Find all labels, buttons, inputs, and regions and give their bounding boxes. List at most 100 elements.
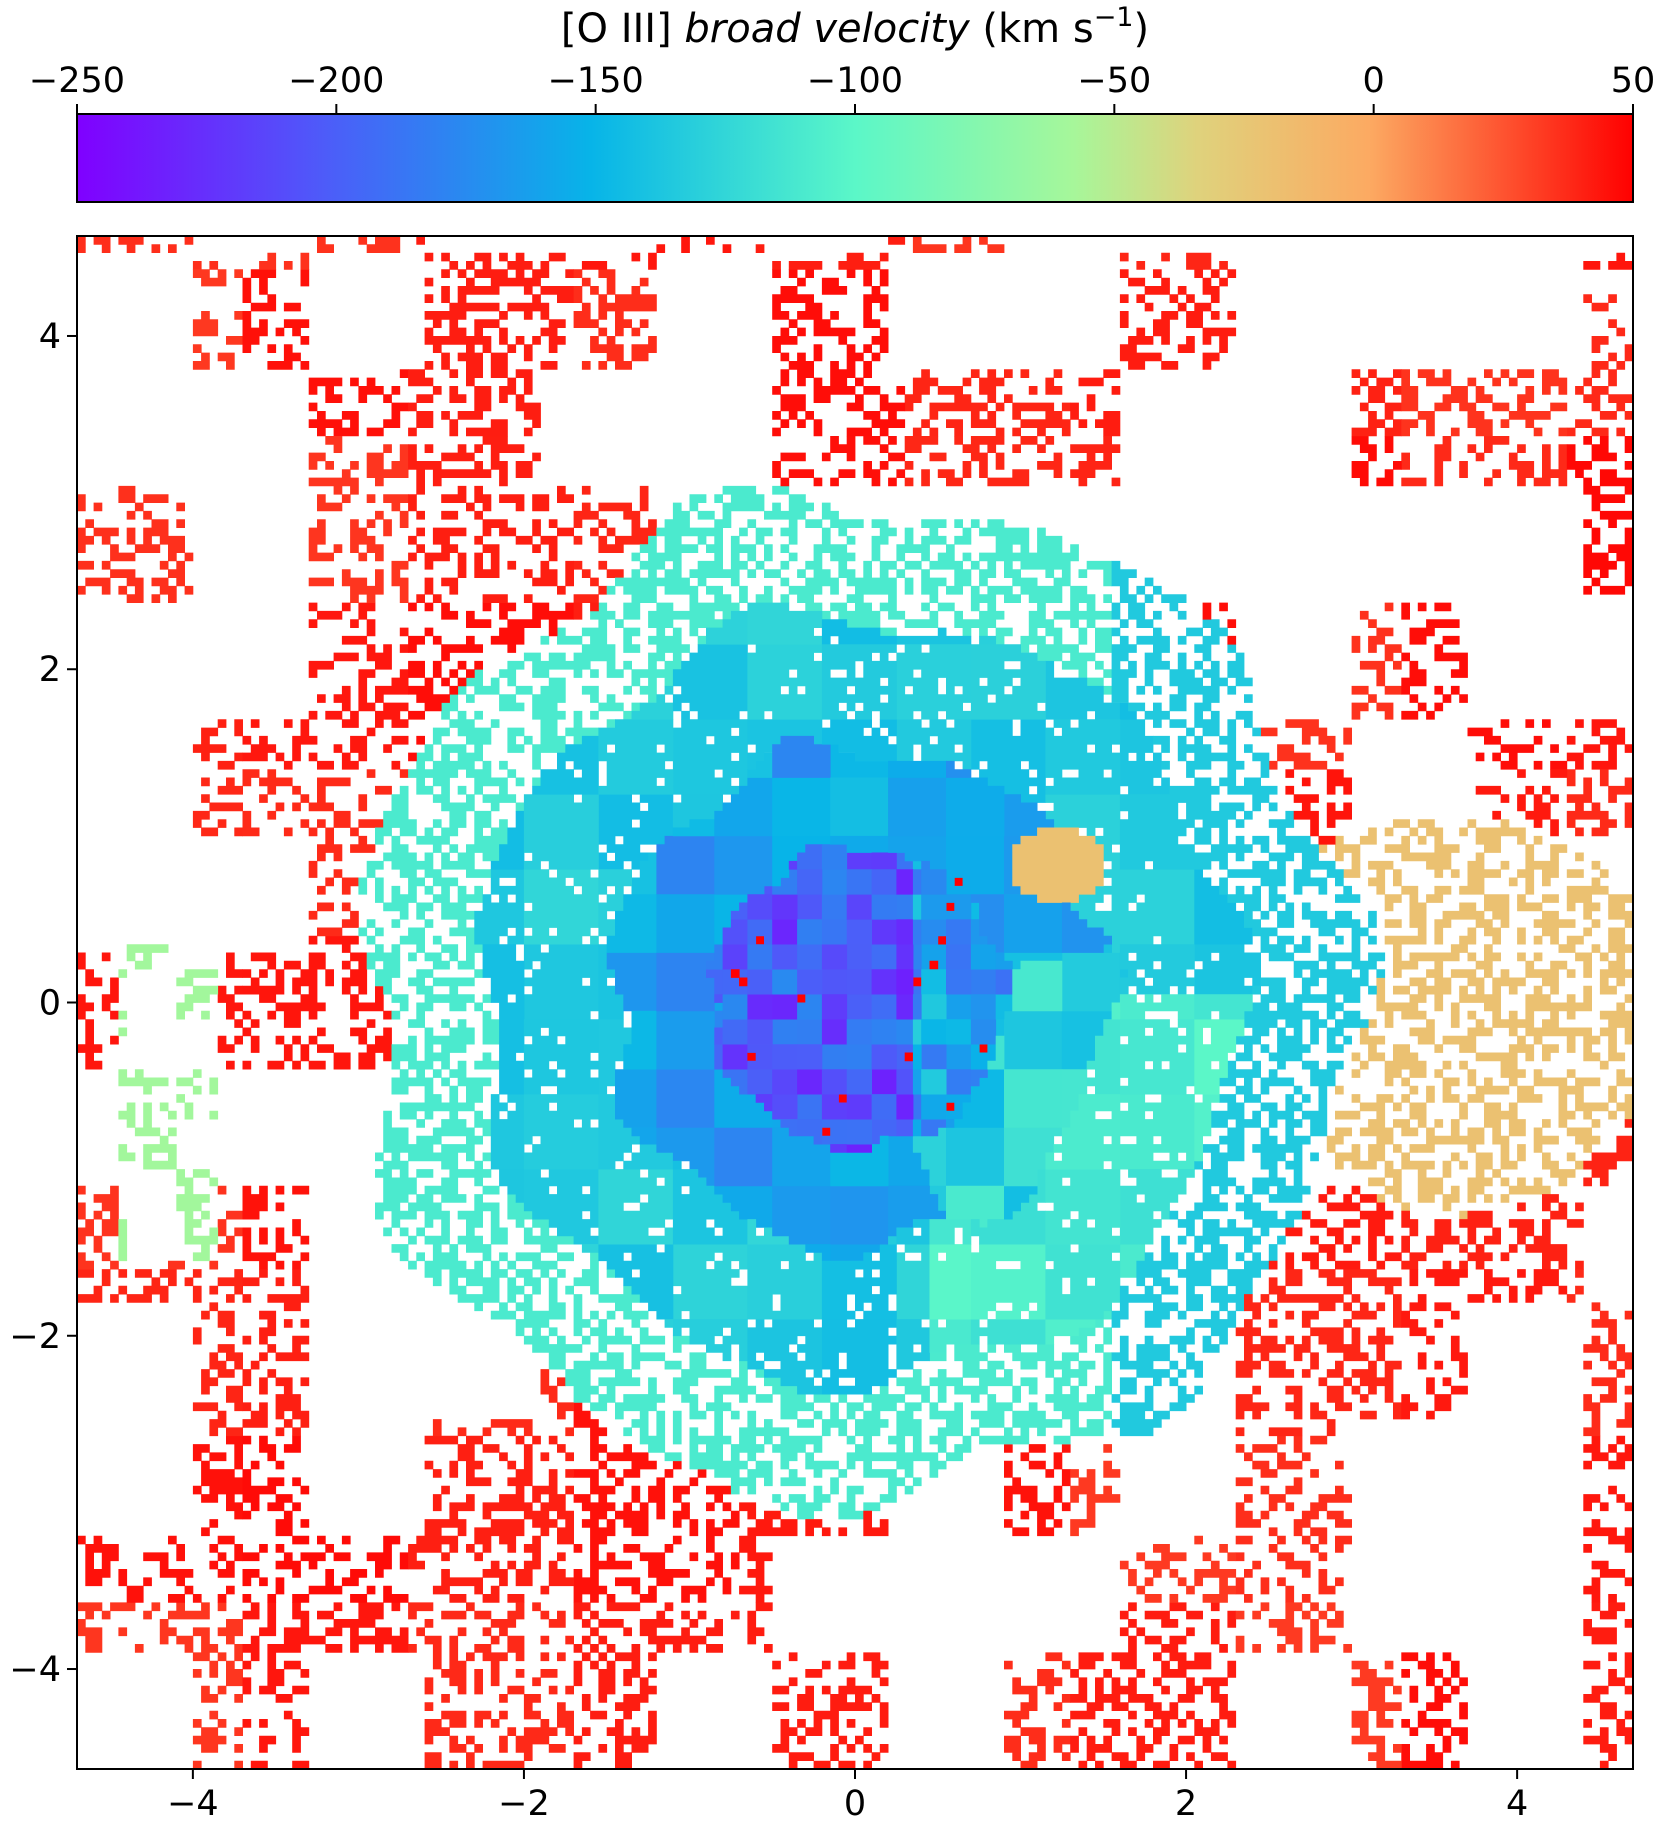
velocity-pixels: [1045, 1019, 1121, 1245]
velocity-pixels: [631, 1002, 723, 1145]
velocity-pixels: [821, 844, 848, 870]
axis-ticks: −4 −2 0 2 4 −4 −2 0 2 4: [9, 317, 1528, 1824]
velocity-pixels: [722, 1044, 748, 1070]
velocity-pixels: [722, 1019, 748, 1045]
velocity-pixels: [706, 969, 897, 1145]
velocity-pixels: [871, 869, 897, 895]
velocity-pixels: [995, 969, 1013, 995]
velocity-pixels: [714, 835, 773, 895]
velocity-pixels: [797, 969, 823, 995]
velocity-pixels: [912, 894, 922, 920]
velocity-pixels: [606, 952, 657, 1012]
velocity-pixels: [921, 835, 1021, 920]
velocity-pixels: [672, 644, 1112, 953]
colorbar-tick-label: −250: [29, 61, 125, 101]
velocity-pixels: [242, 1269, 574, 1603]
velocity-pixels: [747, 1319, 823, 1395]
velocity-pixels: [797, 919, 823, 945]
velocity-pixels: [970, 1169, 1195, 1345]
velocity-pixels: [523, 1019, 632, 1245]
colorbar-gradient: [76, 113, 1634, 203]
velocity-pixels: [830, 1135, 889, 1187]
velocity-pixels: [846, 869, 872, 895]
velocity-pixels: [929, 1319, 972, 1353]
colorbar-label-prefix: [O III]: [561, 6, 685, 52]
velocity-pixels: [921, 869, 947, 895]
x-tick-label: −2: [498, 1784, 550, 1824]
velocity-pixels: [1119, 1019, 1195, 1095]
velocity-pixels: [896, 1094, 914, 1120]
y-tick-label: −2: [9, 1317, 61, 1357]
velocity-pixels: [772, 1069, 798, 1095]
velocity-pixels: [772, 894, 798, 920]
velocity-pixels: [747, 894, 947, 1070]
velocity-pixels: [598, 1244, 674, 1320]
velocity-pixels: [821, 1019, 848, 1045]
velocity-pixels: [970, 944, 997, 970]
velocity-pixels: [896, 1069, 914, 1095]
velocity-pixels: [747, 944, 872, 1095]
velocity-pixels: [615, 944, 947, 1128]
velocity-pixels: [192, 777, 243, 837]
velocity-pixels: [995, 952, 1013, 970]
velocity-pixels: [830, 919, 897, 1153]
velocity-pixels: [598, 1169, 930, 1320]
velocity-pixels: [846, 1019, 872, 1045]
y-tick-label: 2: [39, 650, 61, 690]
velocity-pixels: [523, 869, 599, 945]
velocity-pixels: [747, 994, 773, 1020]
velocity-pixels: [1004, 1069, 1063, 1128]
velocity-pixels: [797, 1044, 914, 1137]
velocity-pixels: [1285, 769, 1352, 845]
velocity-pixels: [946, 1094, 1195, 1228]
velocity-pixels: [821, 644, 1195, 1212]
velocity-pixels: [623, 744, 889, 1070]
colorbar-tick-label: 50: [1611, 61, 1656, 101]
velocity-pixels: [730, 902, 748, 920]
velocity-pixels: [772, 436, 906, 487]
velocity-pixels: [821, 919, 922, 1120]
velocity-pixels: [921, 1069, 947, 1095]
velocity-pixels: [192, 719, 243, 770]
velocity-pixels: [921, 860, 930, 870]
colorbar: [O III] broad velocity (km s−1) −250 −200…: [29, 2, 1655, 203]
velocity-pixels: [821, 1119, 848, 1145]
velocity-pixels: [747, 635, 997, 1320]
velocity-pixels: [1070, 1444, 1237, 1603]
velocity-pixels: [946, 760, 972, 778]
velocity-pixels: [598, 644, 972, 1328]
velocity-pixels: [896, 660, 1170, 1245]
velocity-pixels: [1004, 894, 1063, 953]
velocity-pixels: [1119, 252, 1402, 1437]
velocity-pixels: [946, 1119, 955, 1128]
velocity-pixels: [1268, 1185, 1402, 1270]
velocity-pixels: [888, 1185, 947, 1237]
velocity-pixels: [871, 894, 897, 920]
velocity-pixels: [672, 1319, 748, 1362]
velocity-pixels: [888, 760, 1005, 895]
colorbar-tick-label: −200: [288, 61, 384, 101]
velocity-pixels: [358, 485, 1146, 1520]
velocity-pixels: [987, 1035, 1005, 1070]
colorbar-ticks: −250 −200 −150 −100 −50 0 50: [29, 61, 1655, 114]
x-tick-label: 0: [844, 1784, 866, 1824]
velocity-pixels: [846, 919, 872, 945]
velocity-pixels: [912, 1044, 922, 1070]
velocity-pixels: [656, 794, 1055, 1070]
colorbar-label-unit: (km s: [970, 6, 1094, 52]
velocity-pixels: [896, 919, 914, 945]
velocity-pixels: [722, 969, 748, 995]
velocity-pixels: [780, 1119, 798, 1137]
velocity-pixels: [896, 1019, 914, 1045]
velocity-pixels: [888, 835, 947, 870]
velocity-pixels: [672, 819, 980, 920]
velocity-pixels: [747, 752, 773, 778]
velocity-pixels: [747, 894, 823, 1070]
velocity-pixels: [821, 994, 848, 1020]
velocity-pixels: [830, 1185, 889, 1245]
velocity-pixels: [408, 236, 906, 620]
velocity-pixels: [871, 1044, 897, 1070]
velocity-pixels: [772, 1094, 798, 1120]
velocity-pixels: [946, 919, 972, 945]
